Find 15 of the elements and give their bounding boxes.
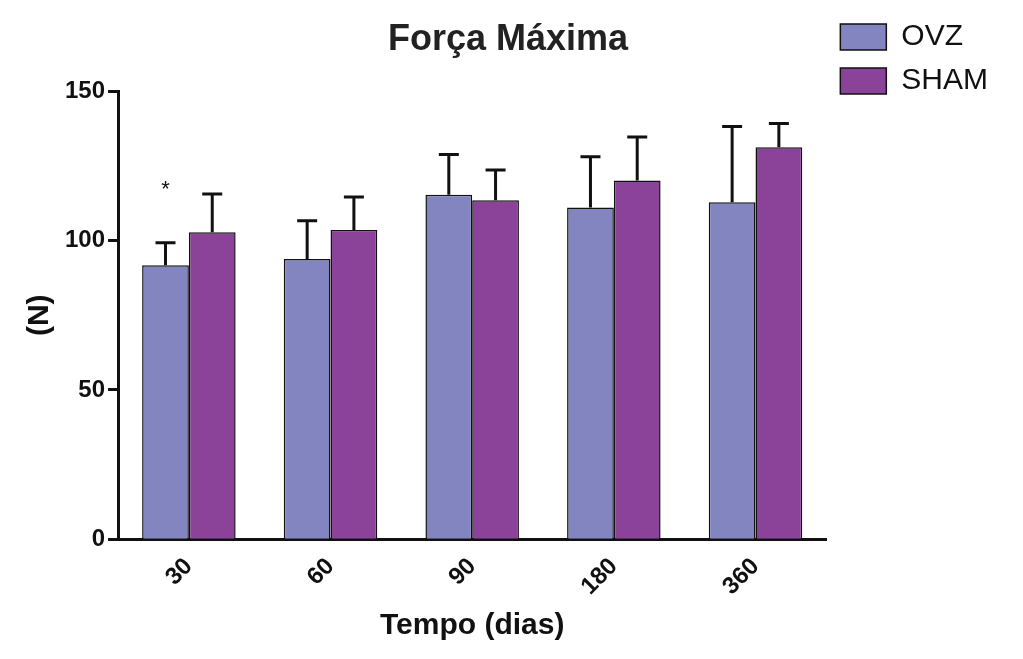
annotation: * (161, 176, 171, 202)
y-tick-label: 100 (65, 225, 106, 253)
y-tick-label: 0 (91, 523, 106, 551)
legend-label: OVZ (901, 18, 963, 52)
x-tick-label: 360 (716, 551, 764, 600)
y-axis-title: (N) (21, 294, 55, 337)
y-tick-label: 150 (65, 75, 106, 103)
x-axis-title: Tempo (dias) (379, 607, 565, 641)
x-tick-label: 60 (300, 551, 339, 590)
x-tick-label: 30 (159, 551, 198, 590)
legend-label: SHAM (901, 62, 989, 96)
x-tick-label: 180 (574, 551, 623, 600)
x-tick-label: 90 (442, 551, 481, 590)
chart-title: Força Máxima (387, 16, 630, 58)
y-tick-label: 50 (78, 374, 106, 402)
